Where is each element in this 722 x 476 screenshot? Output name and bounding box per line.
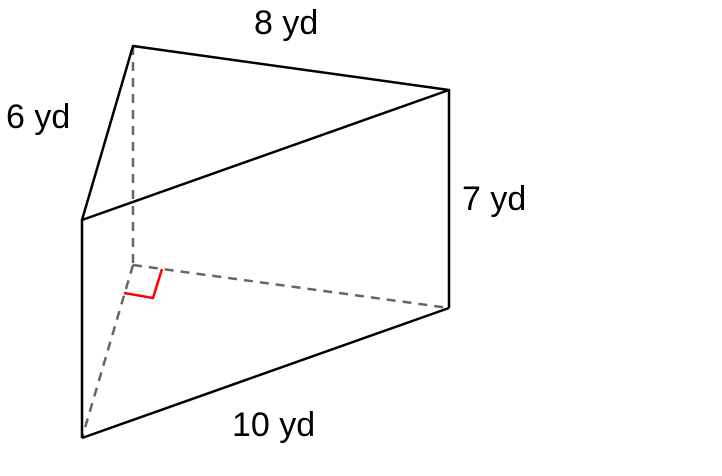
right-angle-marker xyxy=(123,268,164,300)
visible-edges xyxy=(80,44,451,440)
hidden-edges xyxy=(80,46,450,439)
label-height: 7 yd xyxy=(462,180,526,218)
top-face xyxy=(80,44,451,222)
hidden-back-bottom-edge xyxy=(132,263,450,310)
bottom-front-edge xyxy=(81,306,450,440)
hidden-left-bottom-edge xyxy=(80,264,135,439)
label-left-edge: 6 yd xyxy=(6,98,70,136)
label-bottom-edge: 10 yd xyxy=(232,406,315,444)
label-top-edge: 8 yd xyxy=(254,4,318,42)
